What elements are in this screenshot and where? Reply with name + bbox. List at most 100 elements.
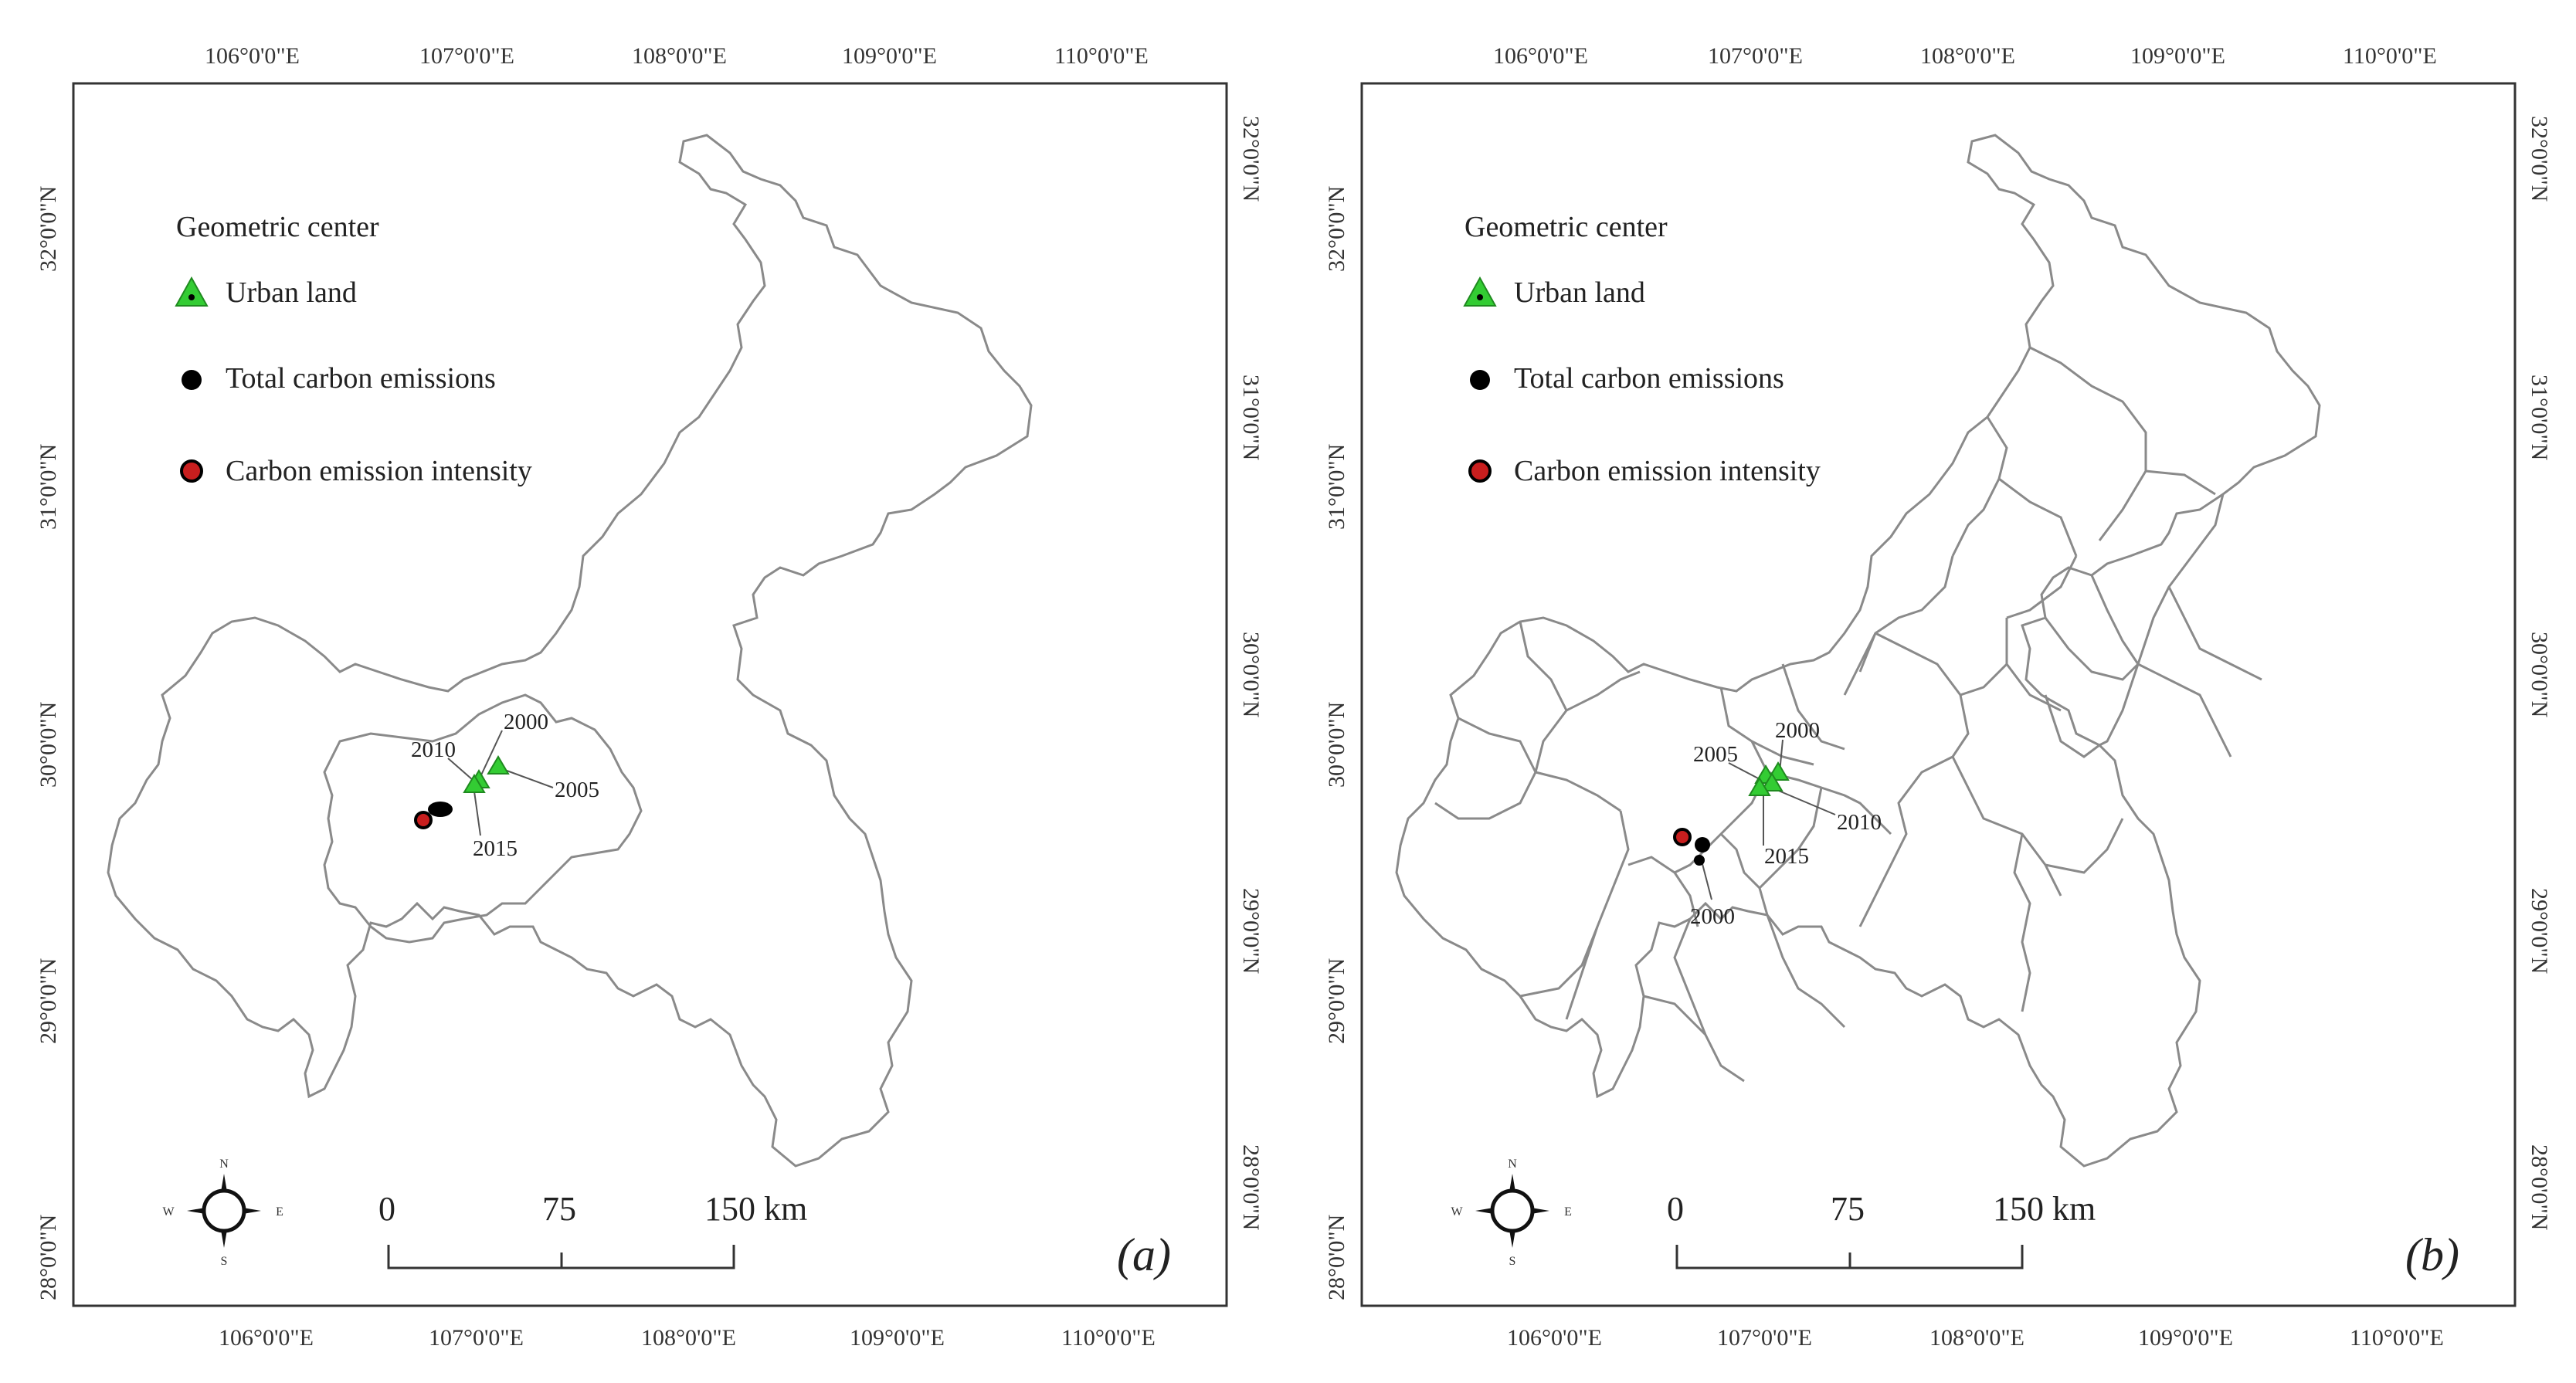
lat-tick-28-r: 28°0'0"N [2527, 1144, 2552, 1230]
compass-e: E [276, 1205, 283, 1219]
legend-urban-dot-icon [188, 294, 195, 300]
scale-label-75: 75 [542, 1190, 576, 1228]
legend-urban-land: Urban land [1514, 276, 1645, 309]
year-label: 2015 [1764, 844, 1809, 869]
legend-total-carbon-icon [1470, 370, 1490, 390]
lon-ticks-top: 106°0'0"E 107°0'0"E 108°0'0"E 109°0'0"E … [1493, 43, 2437, 69]
urban-districts [1627, 741, 1892, 927]
lon-tick-106-b: 106°0'0"E [219, 1325, 314, 1351]
legend: Geometric center Urban land Total carbon… [175, 211, 532, 487]
legend-total-carbon: Total carbon emissions [226, 362, 496, 395]
total-carbon-center-icon [1695, 837, 1710, 853]
north-arrow: N S E W [162, 1158, 283, 1268]
lat-tick-31: 31°0'0"N [1324, 444, 1349, 530]
urban-center-2000-icon [487, 755, 510, 775]
panel-a: 106°0'0"E 107°0'0"E 108°0'0"E 109°0'0"E … [36, 43, 1264, 1351]
panel-label: (b) [2405, 1229, 2459, 1280]
lon-tick-107: 107°0'0"E [1708, 43, 1803, 69]
lon-tick-106-b: 106°0'0"E [1507, 1325, 1602, 1351]
year-label: 2010 [1837, 810, 1882, 835]
compass-s: S [221, 1255, 228, 1268]
leader-line [473, 791, 481, 836]
panel-label: (a) [1117, 1229, 1171, 1280]
compass-n: N [1508, 1158, 1517, 1171]
scale-label-150: 150 km [704, 1190, 807, 1228]
lat-tick-30: 30°0'0"N [1324, 702, 1349, 788]
scale-label-0: 0 [378, 1190, 395, 1228]
lat-tick-32-r: 32°0'0"N [2527, 116, 2552, 202]
scale-bar: 0 75 150 km [378, 1190, 807, 1269]
district-boundaries [1434, 346, 2262, 1083]
lon-tick-109-b: 109°0'0"E [2138, 1325, 2233, 1351]
urban-center-2015-icon [1748, 777, 1771, 796]
lat-tick-30: 30°0'0"N [36, 702, 61, 788]
lon-tick-110: 110°0'0"E [1054, 43, 1149, 69]
intensity-center-icon [1673, 828, 1692, 846]
leader-line [478, 730, 503, 781]
scale-label-150: 150 km [1993, 1190, 2096, 1228]
lat-tick-31: 31°0'0"N [36, 444, 61, 530]
lat-tick-29-r: 29°0'0"N [1238, 888, 1264, 974]
center-markers: 2000 2005 2010 2015 2000 [1673, 718, 1882, 929]
leader-line [447, 758, 473, 781]
lon-tick-107-b: 107°0'0"E [429, 1325, 524, 1351]
compass-e: E [1564, 1205, 1572, 1219]
legend-intensity-icon [1468, 459, 1492, 483]
year-label: 2000 [1690, 904, 1735, 929]
map-frame [72, 82, 1228, 1307]
lat-ticks-right: 32°0'0"N 31°0'0"N 30°0'0"N 29°0'0"N 28°0… [1238, 116, 1264, 1230]
map-frame [1360, 82, 2517, 1307]
lat-tick-28-r: 28°0'0"N [1238, 1144, 1264, 1230]
lat-tick-32-r: 32°0'0"N [1238, 116, 1264, 202]
scale-label-0: 0 [1667, 1190, 1684, 1228]
scale-bar-line [387, 1245, 735, 1269]
lon-ticks-bottom: 106°0'0"E 107°0'0"E 108°0'0"E 109°0'0"E … [219, 1325, 1156, 1351]
compass-ring [202, 1188, 246, 1233]
lat-tick-31-r: 31°0'0"N [1238, 375, 1264, 460]
panel-b: Geometric center Urban land Total carbon… [1324, 43, 2552, 1351]
leader-line [1774, 788, 1836, 815]
lon-tick-110-b: 110°0'0"E [1061, 1325, 1156, 1351]
total-carbon-center-icon [428, 802, 453, 817]
year-label: 2015 [473, 836, 518, 861]
lon-tick-109-b: 109°0'0"E [850, 1325, 945, 1351]
year-label: 2005 [1693, 742, 1738, 767]
legend-total-carbon: Total carbon emissions [1514, 362, 1784, 395]
legend-title: Geometric center [176, 211, 379, 243]
legend: Geometric center Urban land Total carbon… [1463, 211, 1821, 487]
lat-tick-29: 29°0'0"N [1324, 958, 1349, 1044]
year-label: 2000 [1775, 718, 1820, 743]
scale-label-75: 75 [1831, 1190, 1865, 1228]
center-markers: 2000 2010 2005 2015 [411, 710, 599, 861]
lat-ticks-right: 32°0'0"N 31°0'0"N 30°0'0"N 29°0'0"N 28°0… [2527, 116, 2552, 1230]
scale-bar-line [1675, 1245, 2024, 1269]
compass-w: W [162, 1205, 175, 1219]
urban-center-2010-icon [463, 774, 486, 793]
lon-tick-108: 108°0'0"E [1920, 43, 2015, 69]
legend-urban-land-icon [175, 276, 209, 307]
lon-tick-108: 108°0'0"E [632, 43, 727, 69]
compass-ring [1490, 1188, 1535, 1233]
legend-intensity: Carbon emission intensity [226, 455, 532, 487]
lon-tick-107-b: 107°0'0"E [1717, 1325, 1812, 1351]
lat-tick-28: 28°0'0"N [36, 1215, 61, 1300]
lat-tick-32: 32°0'0"N [36, 186, 61, 272]
north-arrow: N S E W [1451, 1158, 1571, 1268]
lat-tick-32: 32°0'0"N [1324, 186, 1349, 272]
legend-total-carbon-icon [182, 370, 202, 390]
lat-tick-31-r: 31°0'0"N [2527, 375, 2552, 460]
total-carbon-center-icon [1694, 855, 1705, 866]
lat-tick-28: 28°0'0"N [1324, 1215, 1349, 1300]
lon-tick-106: 106°0'0"E [1493, 43, 1588, 69]
lon-ticks-bottom: 106°0'0"E 107°0'0"E 108°0'0"E 109°0'0"E … [1507, 1325, 2444, 1351]
urban-center-2010-icon [1760, 772, 1784, 791]
year-label: 2010 [411, 737, 456, 762]
legend-title: Geometric center [1464, 211, 1668, 243]
year-label: 2000 [504, 710, 548, 734]
lon-tick-107: 107°0'0"E [419, 43, 514, 69]
compass-s: S [1509, 1255, 1516, 1268]
legend-intensity: Carbon emission intensity [1514, 455, 1821, 487]
lon-tick-110: 110°0'0"E [2343, 43, 2437, 69]
